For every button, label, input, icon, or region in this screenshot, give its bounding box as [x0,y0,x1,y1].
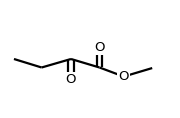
Text: O: O [118,70,129,83]
Text: O: O [66,73,76,86]
Text: O: O [94,41,105,54]
